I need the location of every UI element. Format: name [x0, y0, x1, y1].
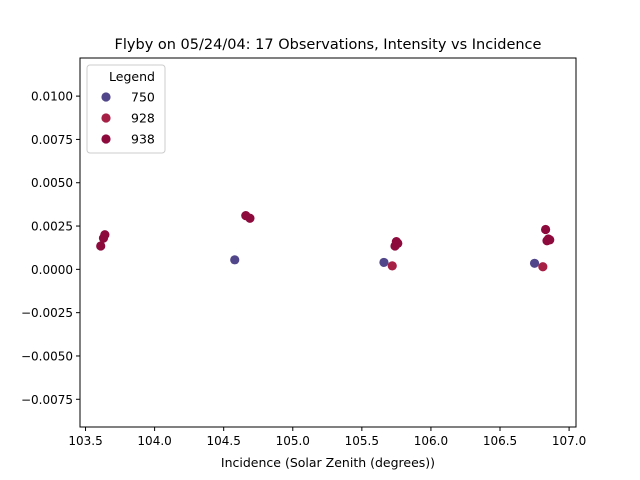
x-tick-label: 106.0: [414, 434, 448, 448]
x-axis-label: Incidence (Solar Zenith (degrees)): [221, 455, 435, 470]
x-tick-label: 104.0: [137, 434, 171, 448]
legend-label-938: 938: [131, 132, 155, 147]
data-point-938: [543, 234, 553, 244]
plot-frame: [79, 57, 577, 428]
x-tick-label: 106.5: [483, 434, 517, 448]
y-tick-label: −0.0050: [21, 349, 73, 363]
data-point-938: [393, 238, 403, 248]
data-point-750: [529, 258, 540, 268]
data-point-928: [387, 261, 397, 271]
legend: Legend 750 928 938: [86, 64, 166, 154]
y-tick-label: 0.0100: [31, 90, 73, 104]
data-point-938: [245, 213, 255, 223]
x-tick-label: 104.5: [207, 434, 241, 448]
y-tick-label: 0.0075: [31, 133, 73, 147]
legend-label-928: 928: [131, 111, 155, 126]
y-tick-label: −0.0075: [21, 393, 73, 407]
x-axis: 103.5 104.0 104.5 105.0 105.5 106.0 106.5 107.0: [68, 427, 586, 448]
x-tick-label: 105.0: [276, 434, 310, 448]
y-tick-label: 0.0000: [31, 263, 73, 277]
y-tick-label: −0.0025: [21, 306, 73, 320]
legend-box: [86, 64, 166, 154]
data-point-938: [96, 241, 106, 251]
data-point-928: [538, 262, 548, 272]
data-point-938: [100, 230, 110, 240]
data-point-750: [230, 255, 240, 265]
legend-marker-750: [101, 92, 111, 102]
y-tick-label: 0.0025: [31, 220, 73, 234]
legend-marker-928: [101, 113, 111, 123]
x-tick-label: 103.5: [68, 434, 102, 448]
chart-title: Flyby on 05/24/04: 17 Observations, Inte…: [115, 37, 542, 53]
x-tick-label: 107.0: [552, 434, 586, 448]
points-layer: [96, 211, 555, 272]
x-tick-label: 105.5: [345, 434, 379, 448]
y-tick-label: 0.0050: [31, 176, 73, 190]
y-axis: −0.0075 −0.0050 −0.0025 0.0000 0.0025 0.0050 0…: [21, 90, 80, 407]
legend-marker-938: [101, 134, 111, 144]
legend-entries: 750 928 938: [101, 90, 155, 147]
legend-title: Legend: [109, 69, 155, 84]
legend-label-750: 750: [131, 90, 155, 105]
data-point-750: [379, 257, 389, 268]
data-point-938: [541, 224, 551, 235]
